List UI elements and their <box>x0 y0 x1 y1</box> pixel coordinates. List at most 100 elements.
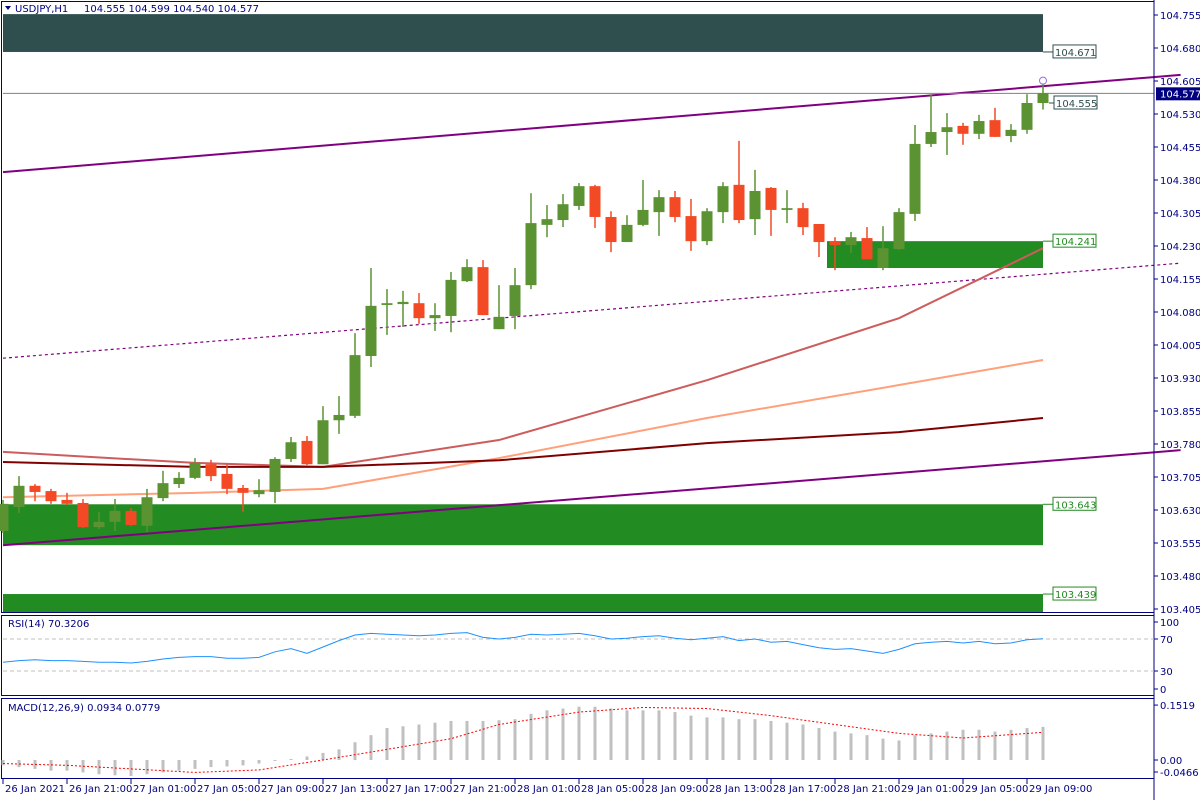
macd-histogram-bar <box>865 735 869 760</box>
price-axis-label: 103.705 <box>1160 473 1200 484</box>
candle-body[interactable] <box>157 483 169 499</box>
candle-body[interactable] <box>509 285 521 316</box>
zone-price-label-box <box>1052 496 1097 511</box>
candle-body[interactable] <box>973 121 985 134</box>
candle-body[interactable] <box>45 491 57 502</box>
candle-body[interactable] <box>573 186 585 206</box>
candle-body[interactable] <box>13 485 25 507</box>
candle-body[interactable] <box>701 211 713 242</box>
price-axis-label: 104.455 <box>1160 143 1200 154</box>
ohlc-readout: 104.555 104.599 104.540 104.577 <box>84 4 259 15</box>
candle-body[interactable] <box>109 510 121 522</box>
candle-body[interactable] <box>909 143 921 214</box>
macd-axis-label: 0.1519 <box>1160 701 1195 712</box>
candle-body[interactable] <box>845 237 857 246</box>
candle-body[interactable] <box>925 132 937 144</box>
zone-price-label: 103.439 <box>1055 590 1096 601</box>
candle-body[interactable] <box>365 305 377 356</box>
candle-body[interactable] <box>205 464 217 477</box>
macd-histogram-bar <box>753 719 757 760</box>
rsi-panel[interactable] <box>1 615 1155 696</box>
header-background <box>2 2 302 13</box>
macd-histogram-bar <box>689 715 693 760</box>
candle-body[interactable] <box>525 223 537 286</box>
candle-body[interactable] <box>173 477 185 485</box>
candle-body[interactable] <box>541 219 553 225</box>
candle-body[interactable] <box>733 184 745 221</box>
candle-body[interactable] <box>621 224 633 243</box>
dropdown-triangle-icon[interactable] <box>5 6 11 10</box>
candle-body[interactable] <box>861 238 873 260</box>
candle-body[interactable] <box>685 216 697 242</box>
candle-body[interactable] <box>125 510 137 525</box>
candle-body[interactable] <box>93 521 105 528</box>
zone-price-label-box <box>1052 44 1097 59</box>
candle-body[interactable] <box>653 197 665 213</box>
mid-channel-trendline[interactable] <box>2 262 1181 359</box>
candle-body[interactable] <box>893 212 905 250</box>
candle-body[interactable] <box>445 279 457 316</box>
macd-histogram-bar <box>369 735 373 760</box>
candle-body[interactable] <box>317 420 329 465</box>
candle-body[interactable] <box>285 442 297 459</box>
candle-body[interactable] <box>477 267 489 316</box>
candle-body[interactable] <box>717 186 729 213</box>
candle-body[interactable] <box>765 187 777 210</box>
candle-body[interactable] <box>61 499 73 504</box>
candle-body[interactable] <box>221 473 233 489</box>
candle-body[interactable] <box>829 241 841 246</box>
candle-body[interactable] <box>413 303 425 319</box>
candle-body[interactable] <box>237 488 249 493</box>
price-axis-label: 104.230 <box>1160 242 1200 253</box>
candle-body[interactable] <box>605 216 617 243</box>
candle-body[interactable] <box>813 224 825 243</box>
time-axis-label: 28 Jan 17:00 <box>773 784 836 795</box>
candle-body[interactable] <box>429 315 441 319</box>
candle-body[interactable] <box>301 440 313 465</box>
candle-body[interactable] <box>941 127 953 133</box>
candle-body[interactable] <box>957 125 969 134</box>
candle-body[interactable] <box>397 301 409 305</box>
macd-histogram-bar <box>1041 726 1045 760</box>
macd-histogram-bar <box>161 760 165 773</box>
candle-body[interactable] <box>1021 103 1033 130</box>
macd-histogram-bar <box>433 722 437 760</box>
candle-body[interactable] <box>589 186 601 217</box>
macd-histogram-bar <box>993 731 997 760</box>
candle-body[interactable] <box>989 120 1001 137</box>
candle-body[interactable] <box>749 191 761 220</box>
candle-body[interactable] <box>349 355 361 416</box>
lower-channel-trendline[interactable] <box>2 449 1181 547</box>
candle-body[interactable] <box>797 208 809 228</box>
moving-average-line <box>2 358 1044 499</box>
time-axis-label: 27 Jan 05:00 <box>197 784 260 795</box>
macd-histogram-bar <box>657 710 661 760</box>
candle-body[interactable] <box>141 497 153 526</box>
zone-price-label-box <box>1052 586 1097 601</box>
candle-body[interactable] <box>269 458 281 492</box>
candle-body[interactable] <box>1037 93 1049 103</box>
macd-histogram-bar <box>1 760 5 766</box>
candle-body[interactable] <box>877 248 889 268</box>
candle-body[interactable] <box>253 490 265 495</box>
macd-histogram-bar <box>129 760 133 776</box>
candle-body[interactable] <box>461 267 473 282</box>
price-axis-label: 103.480 <box>1160 572 1200 583</box>
candle-body[interactable] <box>29 485 41 492</box>
candle-body[interactable] <box>77 502 89 528</box>
macd-histogram-bar <box>897 740 901 760</box>
candle-body[interactable] <box>493 316 505 330</box>
candle-body[interactable] <box>1005 129 1017 136</box>
candle-body[interactable] <box>781 208 793 210</box>
candle-body[interactable] <box>333 414 345 421</box>
candle-body[interactable] <box>0 503 9 532</box>
candle-body[interactable] <box>381 303 393 305</box>
candle-body[interactable] <box>637 209 649 225</box>
candle-body[interactable] <box>669 197 681 217</box>
upper-channel-trendline[interactable] <box>2 73 1181 174</box>
time-axis-label: 28 Jan 05:00 <box>581 784 644 795</box>
candle-body[interactable] <box>557 204 569 221</box>
price-axis-label: 103.780 <box>1160 440 1200 451</box>
candle-body[interactable] <box>189 462 201 478</box>
